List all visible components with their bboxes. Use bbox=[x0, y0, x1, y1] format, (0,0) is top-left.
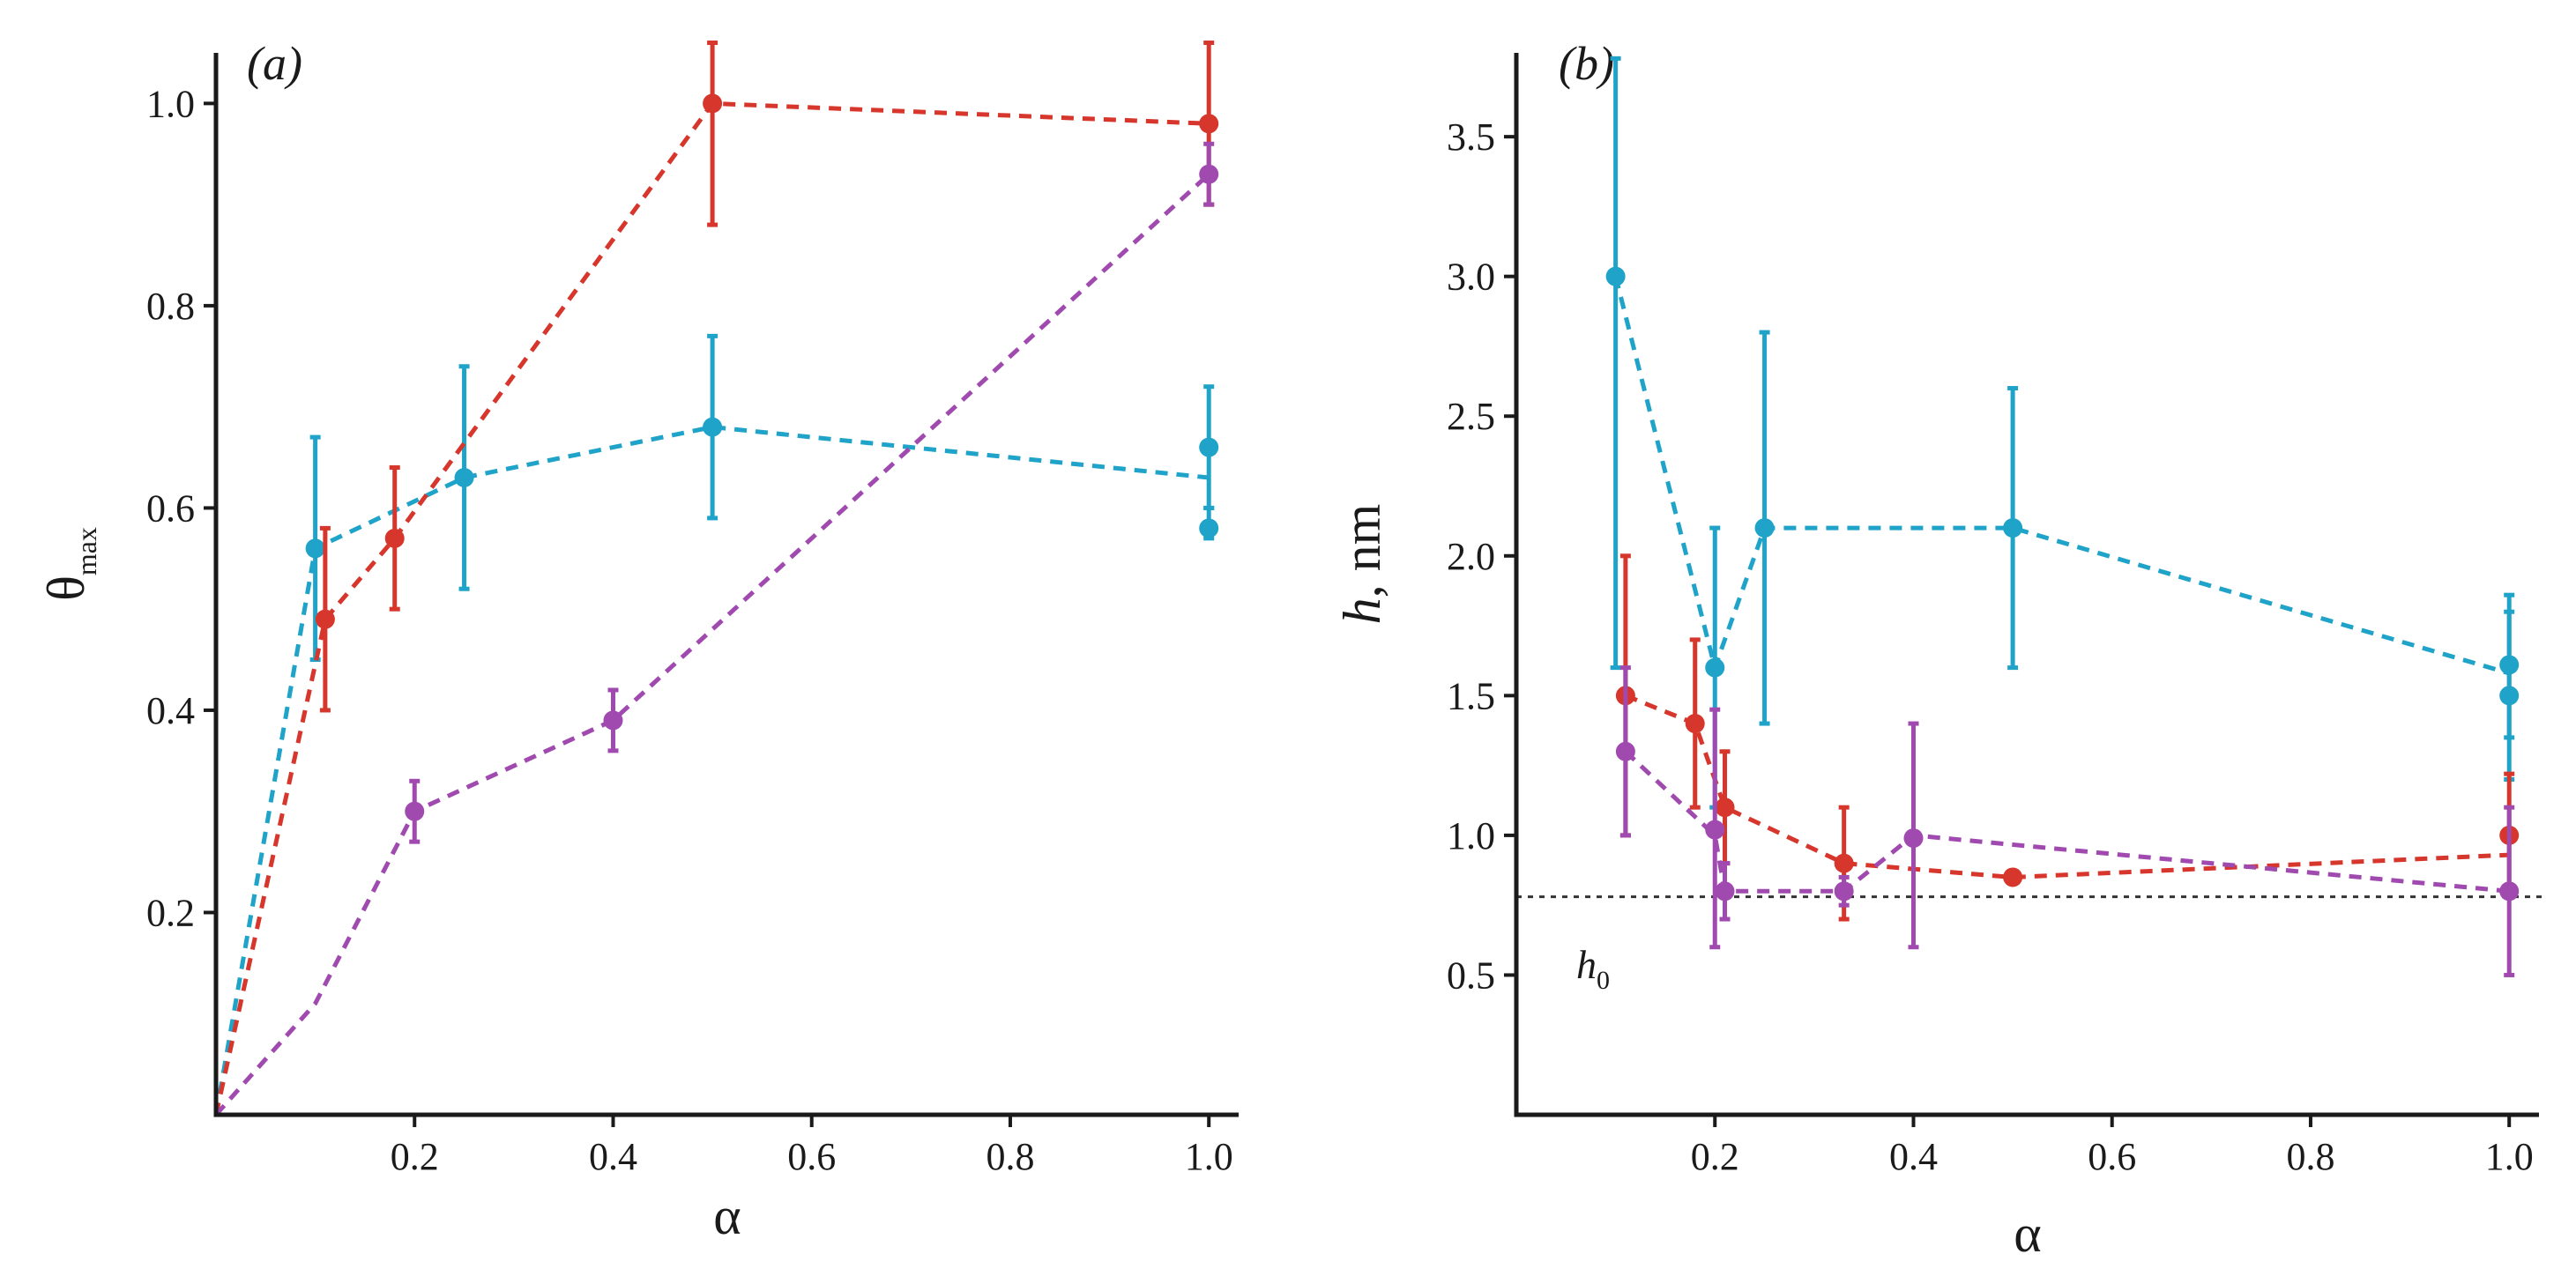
series-cyan-point bbox=[1605, 266, 1626, 286]
panel-a-plot-area bbox=[213, 41, 1219, 1117]
reference-line-subscript: 0 bbox=[1597, 966, 1610, 995]
series-cyan bbox=[213, 333, 1219, 1116]
series-purple-point bbox=[1615, 741, 1635, 761]
panel-b: (b) 0.2 0.4 0.6 0.8 1.0 0.5 1.0 1.5 2.0 2.5 3.0 3.5… bbox=[1333, 37, 2548, 1263]
panel-b-y-tick-label: 3.5 bbox=[1447, 115, 1495, 159]
panel-a-y-tick-label: 0.8 bbox=[146, 285, 195, 328]
series-red-point bbox=[703, 93, 723, 114]
series-purple-point bbox=[603, 710, 623, 731]
series-cyan-line bbox=[213, 425, 1210, 1116]
series-red-point bbox=[384, 528, 405, 548]
panel-b-label: (b) bbox=[1559, 37, 1614, 90]
panel-a-x-tick-label: 1.0 bbox=[1185, 1135, 1233, 1178]
panel-a-x-tick-label: 0.6 bbox=[787, 1135, 836, 1178]
panel-b-y-axis-unit: , nm bbox=[1333, 504, 1391, 598]
panel-b-ticks: 0.2 0.4 0.6 0.8 1.0 0.5 1.0 1.5 2.0 2.5 3.0 3.5 bbox=[1447, 115, 2534, 1178]
series-cyan-line bbox=[1613, 276, 2510, 676]
series-red-point bbox=[1199, 114, 1219, 134]
series-purple-point bbox=[1199, 164, 1219, 184]
series-cyan bbox=[1605, 56, 2520, 810]
panel-b-y-axis-label: h, nm bbox=[1333, 504, 1391, 625]
series-cyan-point bbox=[703, 417, 723, 437]
panel-a-x-tick-label: 0.2 bbox=[391, 1135, 439, 1178]
series-red-point bbox=[1715, 798, 1735, 818]
series-cyan-point bbox=[305, 538, 325, 559]
panel-b-y-tick-label: 3.0 bbox=[1447, 256, 1495, 299]
series-purple-point bbox=[1903, 828, 1924, 849]
series-purple bbox=[1615, 665, 2520, 977]
panel-a-x-axis-label: α bbox=[713, 1187, 741, 1245]
series-red bbox=[213, 41, 1219, 1116]
reference-line-label: h0 bbox=[1576, 942, 1610, 995]
panel-b-x-tick-label: 0.8 bbox=[2286, 1135, 2334, 1178]
series-purple bbox=[214, 141, 1219, 1117]
series-cyan-point bbox=[1199, 437, 1219, 457]
series-purple-point bbox=[1834, 881, 1854, 902]
panel-b-y-tick-label: 1.5 bbox=[1447, 674, 1495, 717]
series-red-line bbox=[213, 100, 1210, 1116]
panel-a-x-tick-label: 0.4 bbox=[589, 1135, 637, 1178]
series-red bbox=[1615, 553, 2520, 922]
panel-b-x-tick-label: 0.4 bbox=[1889, 1135, 1938, 1178]
series-cyan-point bbox=[1705, 657, 1725, 678]
panel-a-y-tick-label: 0.4 bbox=[146, 689, 195, 732]
panel-a-label: (a) bbox=[247, 37, 302, 90]
series-purple-point bbox=[1705, 820, 1725, 840]
panel-a-y-axis-label: θmax bbox=[37, 527, 102, 601]
panel-a-y-axis-subscript: max bbox=[71, 527, 102, 575]
panel-b-x-tick-label: 0.6 bbox=[2088, 1135, 2136, 1178]
panel-b-x-axis-label: α bbox=[2014, 1205, 2041, 1263]
series-purple-point bbox=[2499, 881, 2520, 902]
series-purple-line bbox=[214, 172, 1210, 1117]
panel-a-y-tick-label: 0.6 bbox=[146, 486, 195, 530]
panel-b-axes bbox=[1514, 53, 2539, 1117]
panel-b-y-tick-label: 2.0 bbox=[1447, 535, 1495, 578]
panel-a: (a) 0.2 0.4 0.6 0.8 1.0 0.2 0.4 0.6 0.8 1.0 α θma… bbox=[37, 37, 1239, 1245]
panel-b-x-tick-label: 0.2 bbox=[1691, 1135, 1739, 1178]
panel-b-x-tick-label: 1.0 bbox=[2485, 1135, 2534, 1178]
series-red-line bbox=[1624, 693, 2510, 880]
series-cyan-point bbox=[1199, 518, 1219, 538]
panel-b-y-tick-label: 0.5 bbox=[1447, 954, 1495, 997]
panel-a-x-tick-label: 0.8 bbox=[986, 1135, 1034, 1178]
series-cyan-point bbox=[1754, 518, 1775, 538]
panel-a-y-axis-symbol: θ bbox=[37, 575, 95, 601]
series-red-point bbox=[1685, 714, 1705, 734]
series-purple-point bbox=[1715, 881, 1735, 902]
series-cyan-point bbox=[2003, 518, 2023, 538]
panel-a-axes bbox=[213, 53, 1239, 1117]
panel-b-y-tick-label: 2.5 bbox=[1447, 395, 1495, 438]
series-red-point bbox=[2003, 867, 2023, 887]
series-purple-line bbox=[1624, 749, 2510, 894]
series-purple-point bbox=[405, 801, 425, 821]
series-cyan-point bbox=[454, 468, 474, 487]
panel-b-plot-area bbox=[1516, 56, 2548, 977]
series-cyan-point bbox=[2499, 686, 2520, 706]
panel-a-y-tick-label: 0.2 bbox=[146, 891, 195, 934]
panel-b-y-tick-label: 1.0 bbox=[1447, 814, 1495, 857]
panel-a-ticks: 0.2 0.4 0.6 0.8 1.0 0.2 0.4 0.6 0.8 1.0 bbox=[146, 82, 1233, 1178]
panel-b-y-axis-symbol: h bbox=[1333, 597, 1391, 624]
series-red-point bbox=[1834, 853, 1854, 873]
panel-a-y-tick-label: 1.0 bbox=[146, 82, 195, 125]
series-red-point bbox=[315, 609, 335, 629]
reference-line-symbol: h bbox=[1576, 942, 1597, 987]
